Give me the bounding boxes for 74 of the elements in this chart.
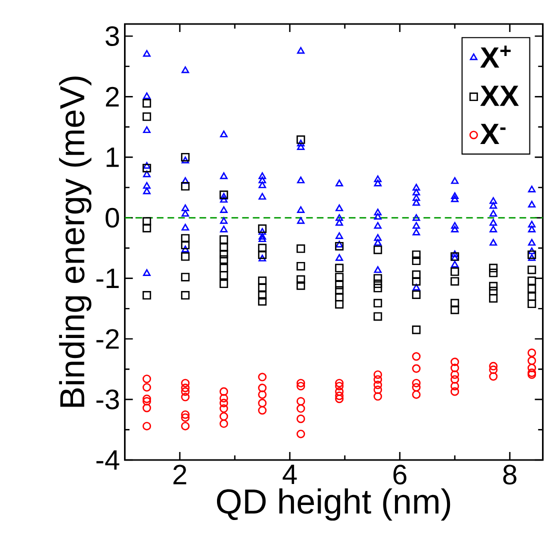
point — [296, 378, 306, 388]
point — [296, 404, 306, 413]
point — [181, 384, 190, 392]
point — [335, 382, 344, 390]
point — [335, 394, 344, 404]
point — [412, 378, 421, 388]
point — [142, 383, 152, 392]
point — [489, 366, 498, 374]
point — [374, 380, 382, 390]
point — [220, 394, 228, 402]
point — [412, 364, 421, 373]
point — [220, 404, 228, 413]
point — [412, 383, 421, 392]
point — [258, 384, 267, 392]
x-tick-label: 8 — [503, 464, 516, 485]
y-tick-label: 2 — [106, 86, 119, 106]
point — [374, 375, 382, 384]
point — [142, 394, 152, 404]
point — [489, 372, 498, 381]
point — [412, 390, 421, 399]
point — [374, 392, 382, 401]
point — [450, 370, 460, 379]
point — [181, 413, 190, 422]
y-tick-label: -2 — [96, 329, 119, 349]
x-tick-label: 6 — [394, 464, 406, 485]
point — [220, 387, 228, 396]
point — [450, 382, 460, 390]
point — [181, 422, 190, 430]
y-tick-label: 3 — [106, 26, 119, 46]
point — [258, 372, 267, 382]
point — [220, 398, 228, 408]
point — [258, 398, 267, 408]
point — [258, 390, 267, 399]
point — [296, 382, 306, 390]
point — [220, 412, 228, 421]
point — [142, 396, 152, 406]
point — [528, 348, 536, 358]
point — [296, 414, 306, 424]
point — [374, 370, 382, 379]
point — [335, 378, 344, 388]
point — [335, 387, 344, 396]
legend-label: X$^{-}$ — [480, 124, 506, 144]
point — [528, 364, 536, 372]
y-tick-label: -1 — [96, 268, 119, 288]
point — [450, 364, 460, 372]
y-tick-label: -4 — [96, 450, 120, 470]
point — [181, 392, 190, 402]
point — [450, 358, 460, 366]
point — [412, 352, 421, 361]
point — [181, 410, 190, 419]
point — [181, 387, 190, 396]
y-tick-label: 0 — [106, 208, 120, 228]
point — [220, 419, 228, 428]
y-axis-title: Binding energy (meV) — [59, 76, 92, 407]
point — [489, 362, 498, 370]
point — [142, 374, 152, 384]
point — [258, 406, 267, 415]
point — [181, 378, 190, 388]
x-axis-title: QD height (nm) — [217, 488, 450, 521]
point — [296, 430, 306, 438]
legend-label: XX — [480, 86, 519, 106]
legend-label: X$^{+}$ — [480, 46, 511, 68]
point — [374, 385, 382, 394]
point — [335, 392, 344, 400]
y-tick-label: -3 — [96, 390, 119, 410]
point — [528, 356, 536, 365]
point — [142, 404, 152, 412]
point — [142, 422, 152, 430]
point — [296, 396, 306, 406]
point — [450, 375, 460, 384]
y-tick-label: 1 — [106, 148, 119, 167]
x-tick-label: 2 — [174, 464, 186, 484]
x-tick-label: 4 — [282, 464, 297, 484]
point — [450, 387, 460, 396]
